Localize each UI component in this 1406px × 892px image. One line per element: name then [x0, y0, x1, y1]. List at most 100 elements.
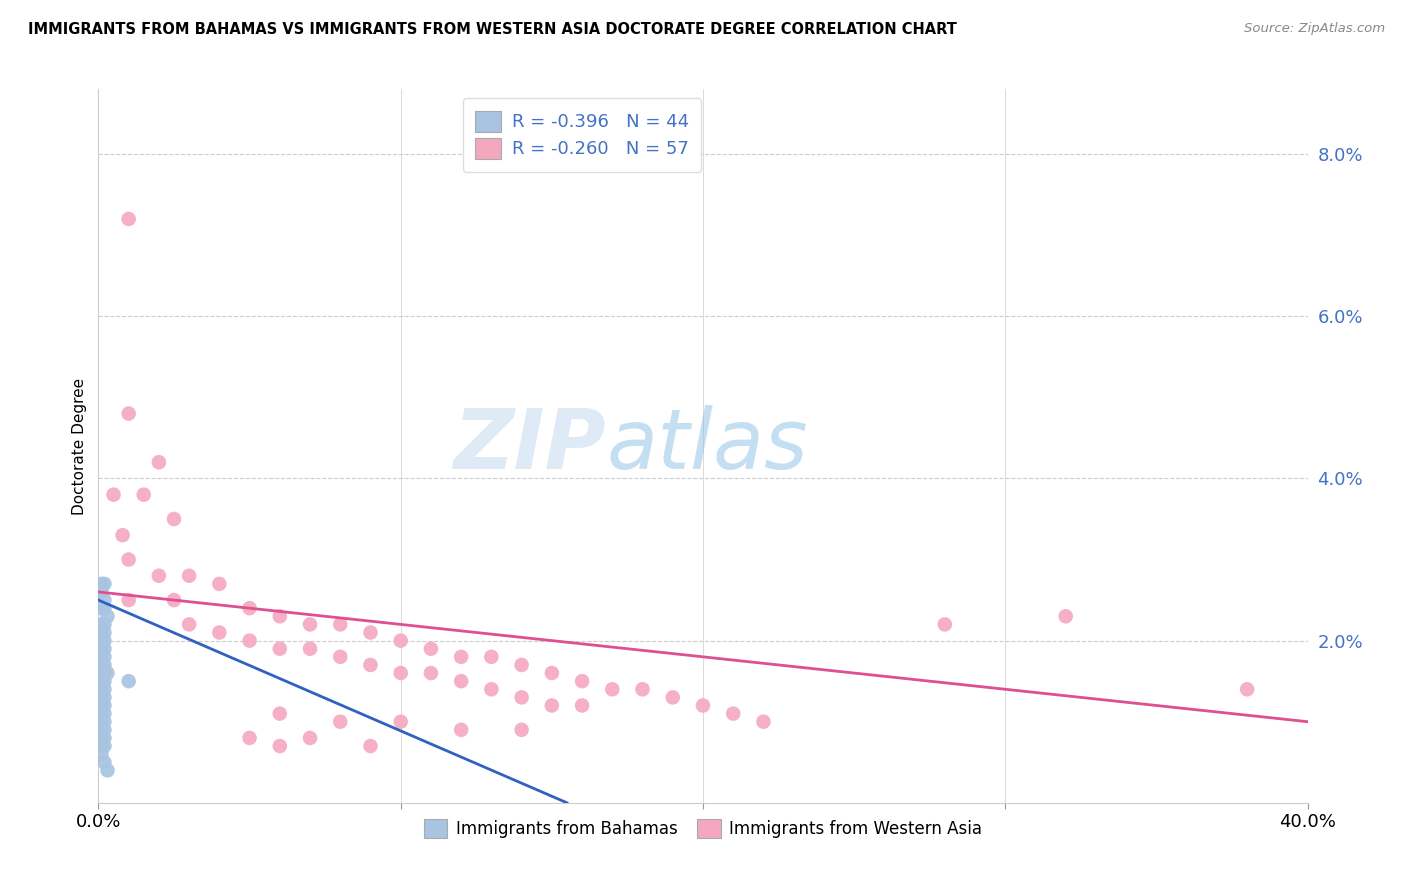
Point [90, 690, 112, 705]
Text: Source: ZipAtlas.com: Source: ZipAtlas.com [1244, 22, 1385, 36]
Point [93, 593, 115, 607]
Point [93, 674, 115, 689]
Point [93, 649, 115, 664]
Point [450, 674, 472, 689]
Point [208, 625, 231, 640]
Point [90, 731, 112, 745]
Point [450, 723, 472, 737]
Point [90, 617, 112, 632]
Point [329, 649, 352, 664]
Point [299, 617, 322, 632]
Point [111, 528, 134, 542]
Point [269, 609, 291, 624]
Point [90, 625, 112, 640]
Text: IMMIGRANTS FROM BAHAMAS VS IMMIGRANTS FROM WESTERN ASIA DOCTORATE DEGREE CORRELA: IMMIGRANTS FROM BAHAMAS VS IMMIGRANTS FR… [28, 22, 957, 37]
Point [90, 714, 112, 729]
Point [208, 577, 231, 591]
Point [420, 641, 443, 656]
Point [90, 682, 112, 697]
Point [93, 739, 115, 753]
Point [389, 633, 412, 648]
Point [93, 641, 115, 656]
Point [90, 674, 112, 689]
Point [118, 593, 141, 607]
Point [96, 609, 118, 624]
Point [389, 714, 412, 729]
Point [93, 682, 115, 697]
Legend: Immigrants from Bahamas, Immigrants from Western Asia: Immigrants from Bahamas, Immigrants from… [418, 812, 988, 845]
Text: atlas: atlas [606, 406, 808, 486]
Point [90, 601, 112, 615]
Point [631, 682, 654, 697]
Point [90, 577, 112, 591]
Point [90, 649, 112, 664]
Point [93, 657, 115, 672]
Point [934, 617, 956, 632]
Point [692, 698, 714, 713]
Point [723, 706, 745, 721]
Point [93, 756, 115, 770]
Point [90, 633, 112, 648]
Point [93, 617, 115, 632]
Point [118, 211, 141, 226]
Point [90, 641, 112, 656]
Point [132, 488, 155, 502]
Point [269, 739, 291, 753]
Point [90, 657, 112, 672]
Point [163, 512, 186, 526]
Point [148, 455, 170, 469]
Point [540, 666, 562, 681]
Point [93, 723, 115, 737]
Point [571, 674, 593, 689]
Point [93, 666, 115, 681]
Point [360, 657, 382, 672]
Point [148, 568, 170, 582]
Point [360, 739, 382, 753]
Point [118, 552, 141, 566]
Point [571, 698, 593, 713]
Point [118, 674, 141, 689]
Point [1236, 682, 1258, 697]
Point [93, 601, 115, 615]
Point [360, 625, 382, 640]
Point [510, 723, 533, 737]
Text: ZIP: ZIP [454, 406, 606, 486]
Point [90, 739, 112, 753]
Point [179, 568, 201, 582]
Point [299, 731, 322, 745]
Point [299, 641, 322, 656]
Point [269, 706, 291, 721]
Point [90, 723, 112, 737]
Point [329, 714, 352, 729]
Point [540, 698, 562, 713]
Point [239, 633, 262, 648]
Point [481, 682, 503, 697]
Point [93, 633, 115, 648]
Point [93, 577, 115, 591]
Point [179, 617, 201, 632]
Point [93, 625, 115, 640]
Point [103, 488, 125, 502]
Point [93, 714, 115, 729]
Point [90, 585, 112, 599]
Point [93, 731, 115, 745]
Point [118, 407, 141, 421]
Y-axis label: Doctorate Degree: Doctorate Degree [72, 377, 87, 515]
Point [93, 706, 115, 721]
Point [93, 698, 115, 713]
Point [90, 747, 112, 761]
Point [90, 666, 112, 681]
Point [90, 698, 112, 713]
Point [163, 593, 186, 607]
Point [481, 649, 503, 664]
Point [329, 617, 352, 632]
Point [420, 666, 443, 681]
Point [269, 641, 291, 656]
Point [510, 657, 533, 672]
Point [661, 690, 683, 705]
Point [752, 714, 775, 729]
Point [1054, 609, 1077, 624]
Point [239, 601, 262, 615]
Point [93, 690, 115, 705]
Point [90, 706, 112, 721]
